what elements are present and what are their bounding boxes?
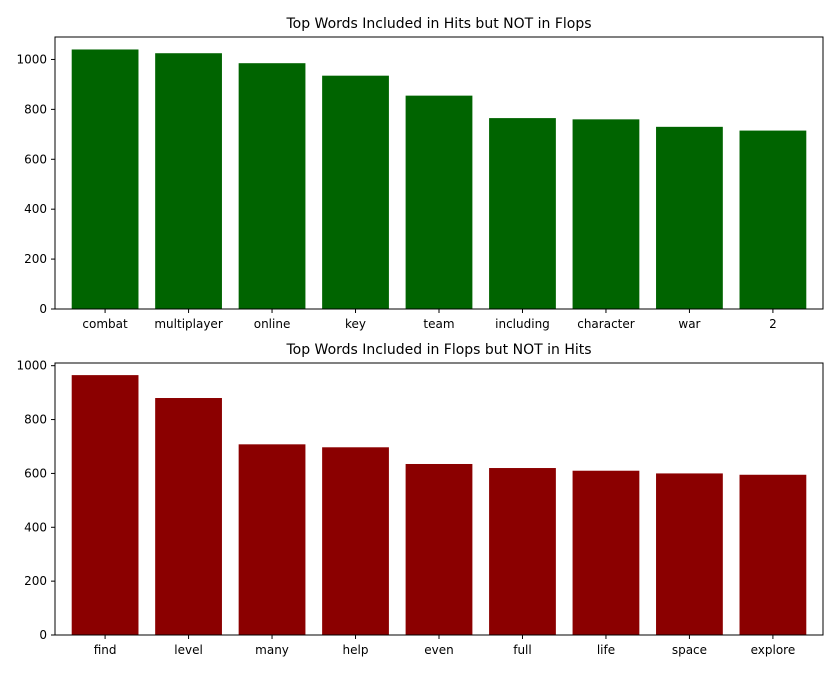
y-tick-label: 0	[39, 628, 47, 642]
x-tick-label: team	[423, 317, 454, 331]
y-tick-label: 1000	[16, 52, 47, 66]
y-tick-label: 200	[24, 574, 47, 588]
y-tick-label: 400	[24, 202, 47, 216]
bar-key	[322, 75, 389, 310]
bar-online	[238, 63, 306, 310]
x-tick-label: multiplayer	[154, 317, 222, 331]
bar-help	[322, 447, 389, 635]
x-tick-label: 2	[769, 317, 777, 331]
bar-character	[572, 119, 640, 309]
x-tick-label: including	[495, 317, 550, 331]
x-tick-label: full	[513, 643, 532, 657]
y-axis-ticks: 0 200 400 600 800 1000	[16, 52, 55, 316]
y-axis-ticks: 0 200 400 600 800 1000	[16, 359, 55, 642]
y-tick-label: 1000	[16, 359, 47, 373]
x-tick-label: many	[255, 643, 289, 657]
y-tick-label: 800	[24, 102, 47, 116]
bar-many	[238, 444, 306, 635]
plot-frame	[54, 36, 824, 310]
bar-team	[405, 95, 473, 309]
chart-title: Top Words Included in Hits but NOT in Fl…	[285, 16, 591, 32]
x-tick-label: help	[343, 643, 369, 657]
plot-frame	[54, 362, 824, 636]
bar-full	[489, 468, 556, 635]
bar-find	[71, 375, 139, 635]
bar-combat	[71, 49, 139, 309]
bar-including	[489, 118, 556, 309]
bar-level	[155, 398, 222, 635]
bars	[71, 49, 807, 310]
y-tick-label: 400	[24, 520, 47, 534]
bars	[71, 375, 807, 635]
bar-space	[656, 473, 723, 635]
x-axis-ticks: combat multiplayer online key team including c…	[82, 309, 777, 331]
chart-title: Top Words Included in Flops but NOT in H…	[285, 342, 591, 358]
x-tick-label: level	[174, 643, 203, 657]
bar-explore	[739, 474, 807, 635]
x-tick-label: even	[424, 643, 453, 657]
bar-war	[656, 126, 723, 309]
bar-life	[572, 470, 640, 635]
y-tick-label: 800	[24, 413, 47, 427]
x-tick-label: key	[345, 317, 366, 331]
bar-multiplayer	[155, 53, 222, 309]
hits-chart: Top Words Included in Hits but NOT in Fl…	[16, 16, 824, 331]
x-tick-label: space	[672, 643, 707, 657]
flops-chart: Top Words Included in Flops but NOT in H…	[16, 342, 824, 657]
x-tick-label: life	[597, 643, 615, 657]
y-tick-label: 600	[24, 152, 47, 166]
y-tick-label: 0	[39, 302, 47, 316]
y-tick-label: 600	[24, 466, 47, 480]
bar-even	[405, 463, 473, 635]
x-tick-label: online	[254, 317, 291, 331]
x-tick-label: find	[94, 643, 117, 657]
y-tick-label: 200	[24, 252, 47, 266]
bar-2	[739, 130, 807, 309]
x-tick-label: war	[678, 317, 700, 331]
x-tick-label: character	[577, 317, 635, 331]
x-axis-ticks: find level many help even full life space explor…	[94, 635, 796, 657]
x-tick-label: explore	[751, 643, 796, 657]
x-tick-label: combat	[82, 317, 128, 331]
